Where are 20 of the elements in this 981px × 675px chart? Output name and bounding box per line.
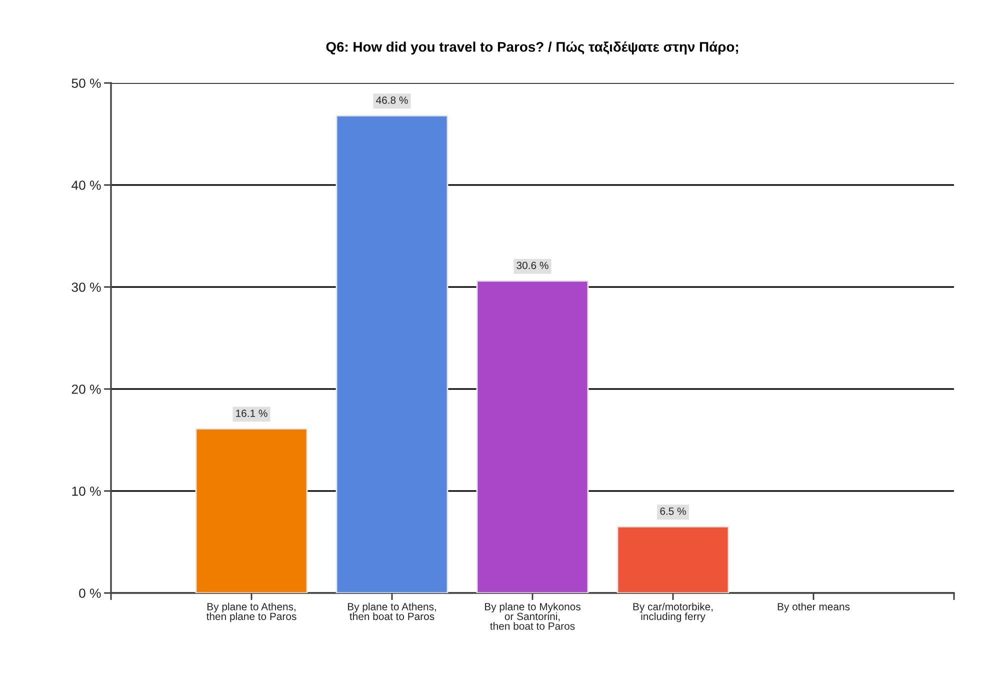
x-tick-label: By plane to Athens, then plane to Paros [206,602,296,622]
y-tick-label: 0 % [79,588,101,598]
x-tick-label: By car/motorbike, including ferry [633,602,713,622]
data-label: 6.5 % [660,508,686,515]
y-tick-label: 40 % [72,180,101,190]
x-tick-label: By other means [778,602,850,612]
y-tick-label: 30 % [72,282,101,292]
bar [336,114,448,593]
y-tick-label: 10 % [72,486,101,496]
x-tick-label: By plane to Athens, then boat to Paros [348,602,436,620]
chart-title: Q6: How did you travel to Paros? / Πώς ταξιδέψατε στην Πάρο; [326,41,738,55]
y-tick-label: 20 % [72,384,101,394]
data-label: 16.1 % [236,410,268,417]
x-tick-label: By plane to Mykonos or Santorini, then boat to Paros [485,602,580,630]
bar [195,428,308,593]
data-label: 30.6 % [516,262,548,270]
bar [476,280,589,593]
bar [616,526,730,593]
data-label: 46.8 % [376,96,408,104]
y-tick-label: 50 % [72,78,101,88]
